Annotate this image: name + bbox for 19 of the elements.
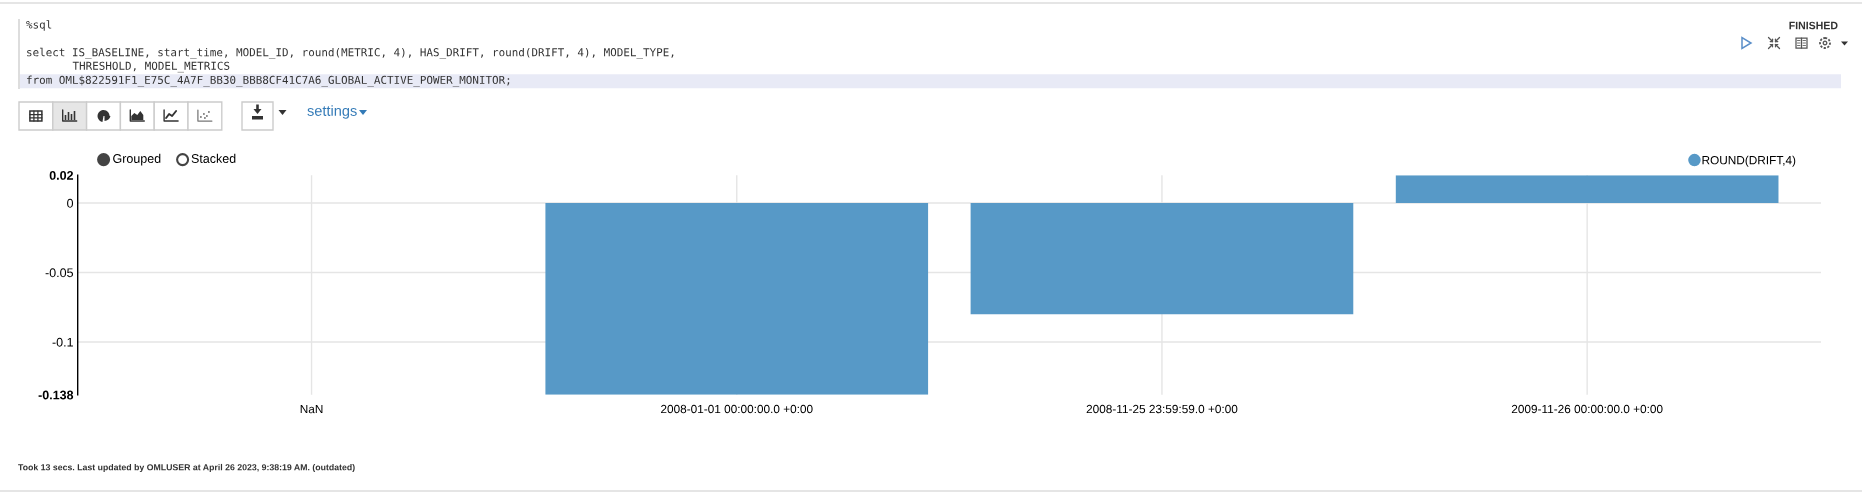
y-tick-label: -0.138 — [38, 390, 74, 400]
x-tick-label: NaN — [300, 404, 323, 414]
x-tick-label: 2008-11-25 23:59:59.0 +0:00 — [1086, 404, 1238, 414]
text: Grouped — [113, 153, 161, 166]
y-tick-label: -0.05 — [45, 268, 74, 278]
x-tick-label: 2009-11-26 00:00:00.0 +0:00 — [1511, 404, 1663, 414]
text: THRESHOLD, MODEL_METRICS — [72, 61, 230, 73]
legend-label: ROUND(DRIFT,4) — [1702, 155, 1796, 167]
x-tick-label: 2008-01-01 00:00:00.0 +0:00 — [661, 404, 813, 414]
text: %sql — [26, 20, 52, 31]
y-tick-label: 0.02 — [49, 171, 74, 180]
y-tick-label: -0.1 — [52, 337, 73, 347]
text: FINISHED — [1789, 21, 1838, 30]
text: from OML$822591F1_E75C_4A7F_BB30_BBB8CF41C7A6_GLOBAL_ACTIVE_POWER_MONITOR; — [27, 75, 510, 87]
text: Stacked — [191, 153, 236, 163]
text: Took 13 secs. Last updated by OMLUSER at April 26 2023, 9:38:19 AM. (outdated) — [18, 463, 355, 473]
y-tick-label: 0 — [67, 198, 74, 208]
text: settings — [307, 105, 357, 119]
text: select IS_BASELINE, start_time, MODEL_ID, round(METRIC, 4), HAS_DRIFT, round(DRIFT, 4), MODEL_TYPE, — [27, 47, 674, 59]
